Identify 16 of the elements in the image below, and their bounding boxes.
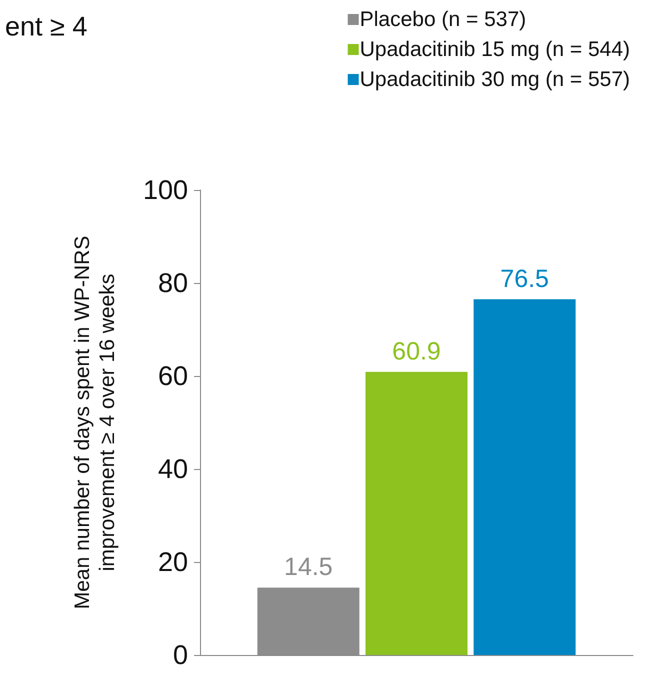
legend-label: Upadacitinib 15 mg (n = 544) (360, 38, 630, 61)
data-label: 60.9 (392, 337, 441, 366)
bar (474, 299, 576, 655)
y-tick-label: 0 (172, 640, 188, 670)
legend-label: Upadacitinib 30 mg (n = 557) (360, 68, 630, 91)
y-tick-label: 40 (158, 454, 188, 484)
y-tick-label: 100 (142, 175, 188, 205)
y-axis-title: Mean number of days spent in WP-NRS improvement ≥ 4 over 16 weeks (71, 236, 119, 610)
data-label: 76.5 (500, 264, 549, 293)
y-tick-label: 20 (158, 547, 188, 577)
y-tick-label: 60 (158, 361, 188, 391)
data-label: 14.5 (284, 553, 333, 582)
legend-label: Placebo (n = 537) (360, 8, 526, 31)
chart-title: ent ≥ 4 (5, 12, 88, 42)
bar (366, 372, 468, 655)
y-tick-label: 80 (158, 268, 188, 298)
